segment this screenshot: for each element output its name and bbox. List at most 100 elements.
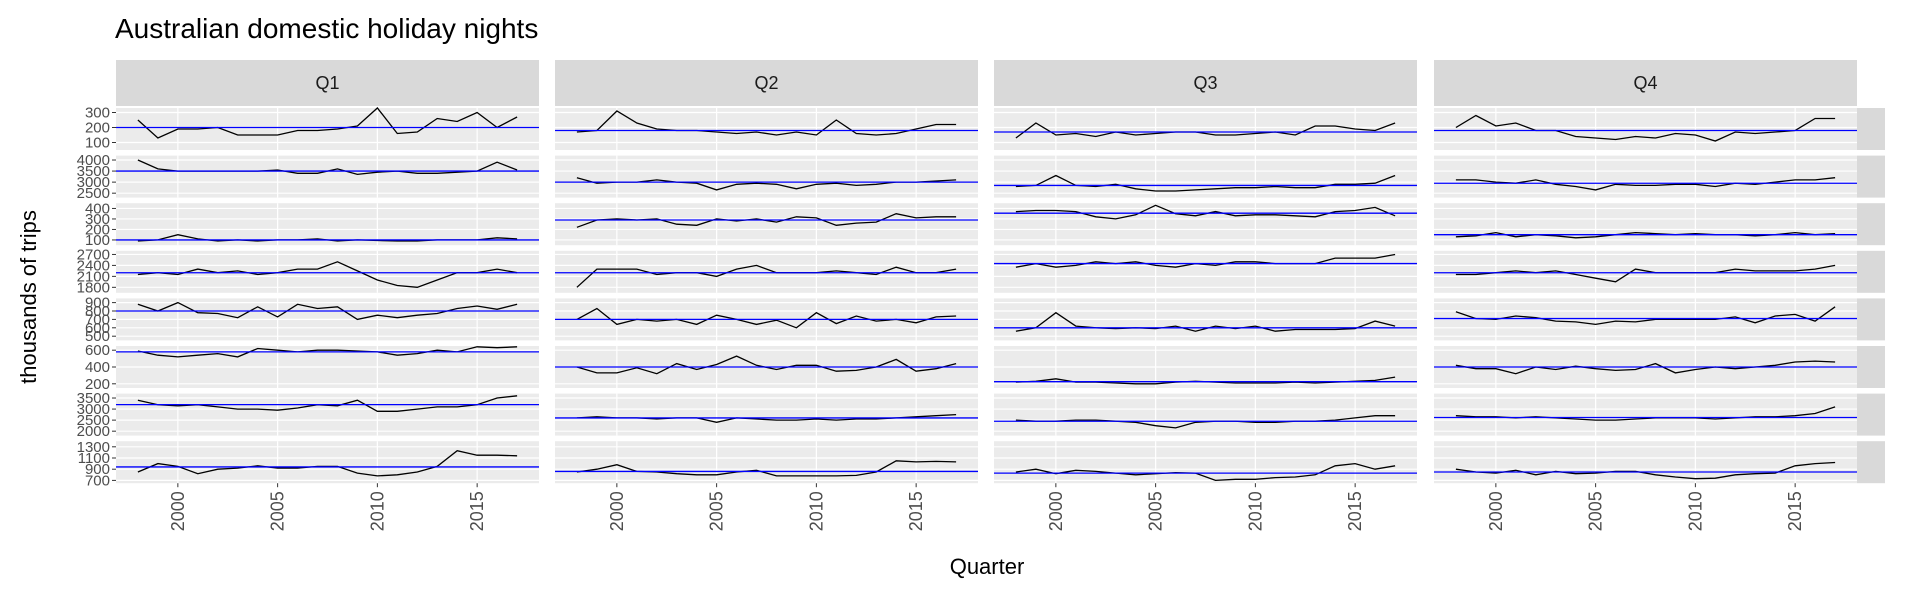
y-tick-label: 1100: [78, 450, 110, 467]
x-axis-title: Quarter: [950, 554, 1025, 579]
strip-background: [994, 60, 1417, 106]
x-tick-label: 2010: [1245, 491, 1265, 531]
x-tick-label: 2010: [1685, 491, 1705, 531]
y-tick-label: 600: [85, 320, 110, 337]
strip-background: [1857, 346, 1885, 388]
strip-background: [1434, 60, 1857, 106]
strip-background: [1857, 203, 1885, 246]
x-tick-label: 2000: [1486, 491, 1506, 531]
panel-background: [555, 250, 978, 293]
chart-title: Australian domestic holiday nights: [115, 13, 538, 44]
panel-background: [1434, 441, 1857, 484]
panel-background: [1434, 393, 1857, 436]
series-line: [137, 301, 518, 321]
x-tick-label: 2000: [168, 491, 188, 531]
y-tick-label: 300: [85, 105, 110, 122]
y-tick-label: 2700: [77, 246, 110, 263]
series-line: [1015, 122, 1396, 139]
panel-background: [1434, 250, 1857, 293]
x-tick-label: 2010: [806, 491, 826, 531]
y-tick-label: 900: [85, 461, 110, 478]
y-tick-label: 800: [85, 303, 110, 320]
y-axis-title: thousands of trips: [16, 210, 41, 384]
strip-background: [555, 60, 978, 106]
panel-background: [555, 155, 978, 198]
series-line: [1015, 311, 1396, 332]
x-tick-label: 2015: [467, 491, 487, 531]
panel-background: [994, 250, 1417, 293]
series-line: [576, 264, 957, 288]
panel-background: [116, 203, 539, 246]
y-tick-label: 4000: [77, 152, 110, 169]
y-tick-label: 200: [85, 120, 110, 137]
y-tick-label: 100: [85, 232, 110, 249]
x-tick-label: 2015: [1785, 491, 1805, 531]
strip-background: [1857, 298, 1885, 341]
x-tick-label: 2005: [1586, 491, 1606, 531]
panel-background: [1434, 203, 1857, 246]
x-tick-label: 2005: [268, 491, 288, 531]
panel-background: [994, 393, 1417, 436]
strip-label: Q3: [1193, 73, 1217, 93]
series-line: [1455, 264, 1836, 283]
y-tick-label: 200: [85, 221, 110, 238]
strip-background: [1857, 250, 1885, 293]
y-tick-label: 3000: [77, 401, 110, 418]
y-tick-label: 2400: [77, 257, 110, 274]
x-tick-label: 2005: [707, 491, 727, 531]
panel-background: [1434, 108, 1857, 150]
panel-background: [994, 155, 1417, 198]
series-line: [137, 261, 518, 288]
y-tick-label: 3500: [77, 163, 110, 180]
x-tick-label: 2010: [367, 491, 387, 531]
series-line: [1015, 253, 1396, 268]
strip-background: [116, 60, 539, 106]
panel-background: [994, 203, 1417, 246]
y-tick-label: 400: [85, 359, 110, 376]
panel-background: [116, 441, 539, 484]
panel-background: [1434, 155, 1857, 198]
panel-background: [555, 441, 978, 484]
y-tick-label: 100: [85, 135, 110, 152]
panel-background: [116, 250, 539, 293]
y-tick-label: 2500: [77, 185, 110, 202]
strip-background: [1857, 108, 1885, 150]
x-tick-label: 2015: [906, 491, 926, 531]
strip-background: [1857, 393, 1885, 436]
panel-background: [116, 393, 539, 436]
series-line: [137, 107, 518, 139]
series-line: [1455, 461, 1836, 480]
y-tick-label: 400: [85, 200, 110, 217]
strip-label: Q1: [315, 73, 339, 93]
y-tick-label: 200: [85, 376, 110, 393]
y-tick-label: 300: [85, 211, 110, 228]
strip-label: Q4: [1633, 73, 1657, 93]
series-line: [1455, 306, 1836, 326]
y-tick-label: 600: [85, 342, 110, 359]
y-tick-label: 2100: [77, 268, 110, 285]
strip-background: [1857, 441, 1885, 484]
series-line: [1455, 114, 1836, 142]
panel-background: [555, 203, 978, 246]
x-tick-label: 2000: [1046, 491, 1066, 531]
series-line: [1015, 462, 1396, 482]
y-tick-label: 700: [85, 311, 110, 328]
y-tick-label: 3500: [77, 390, 110, 407]
panel-background: [116, 155, 539, 198]
y-tick-label: 1300: [77, 439, 110, 456]
y-tick-label: 1800: [77, 279, 110, 296]
strip-background: [1857, 155, 1885, 198]
series-line: [576, 110, 957, 136]
y-tick-label: 2500: [77, 412, 110, 429]
y-tick-label: 3000: [77, 174, 110, 191]
strip-label: Q2: [754, 73, 778, 93]
x-tick-label: 2005: [1146, 491, 1166, 531]
y-tick-label: 2000: [77, 423, 110, 440]
y-tick-label: 900: [85, 295, 110, 312]
x-tick-label: 2000: [607, 491, 627, 531]
y-tick-label: 700: [85, 472, 110, 489]
x-tick-label: 2015: [1345, 491, 1365, 531]
y-tick-label: 500: [85, 328, 110, 345]
panel-background: [555, 393, 978, 436]
